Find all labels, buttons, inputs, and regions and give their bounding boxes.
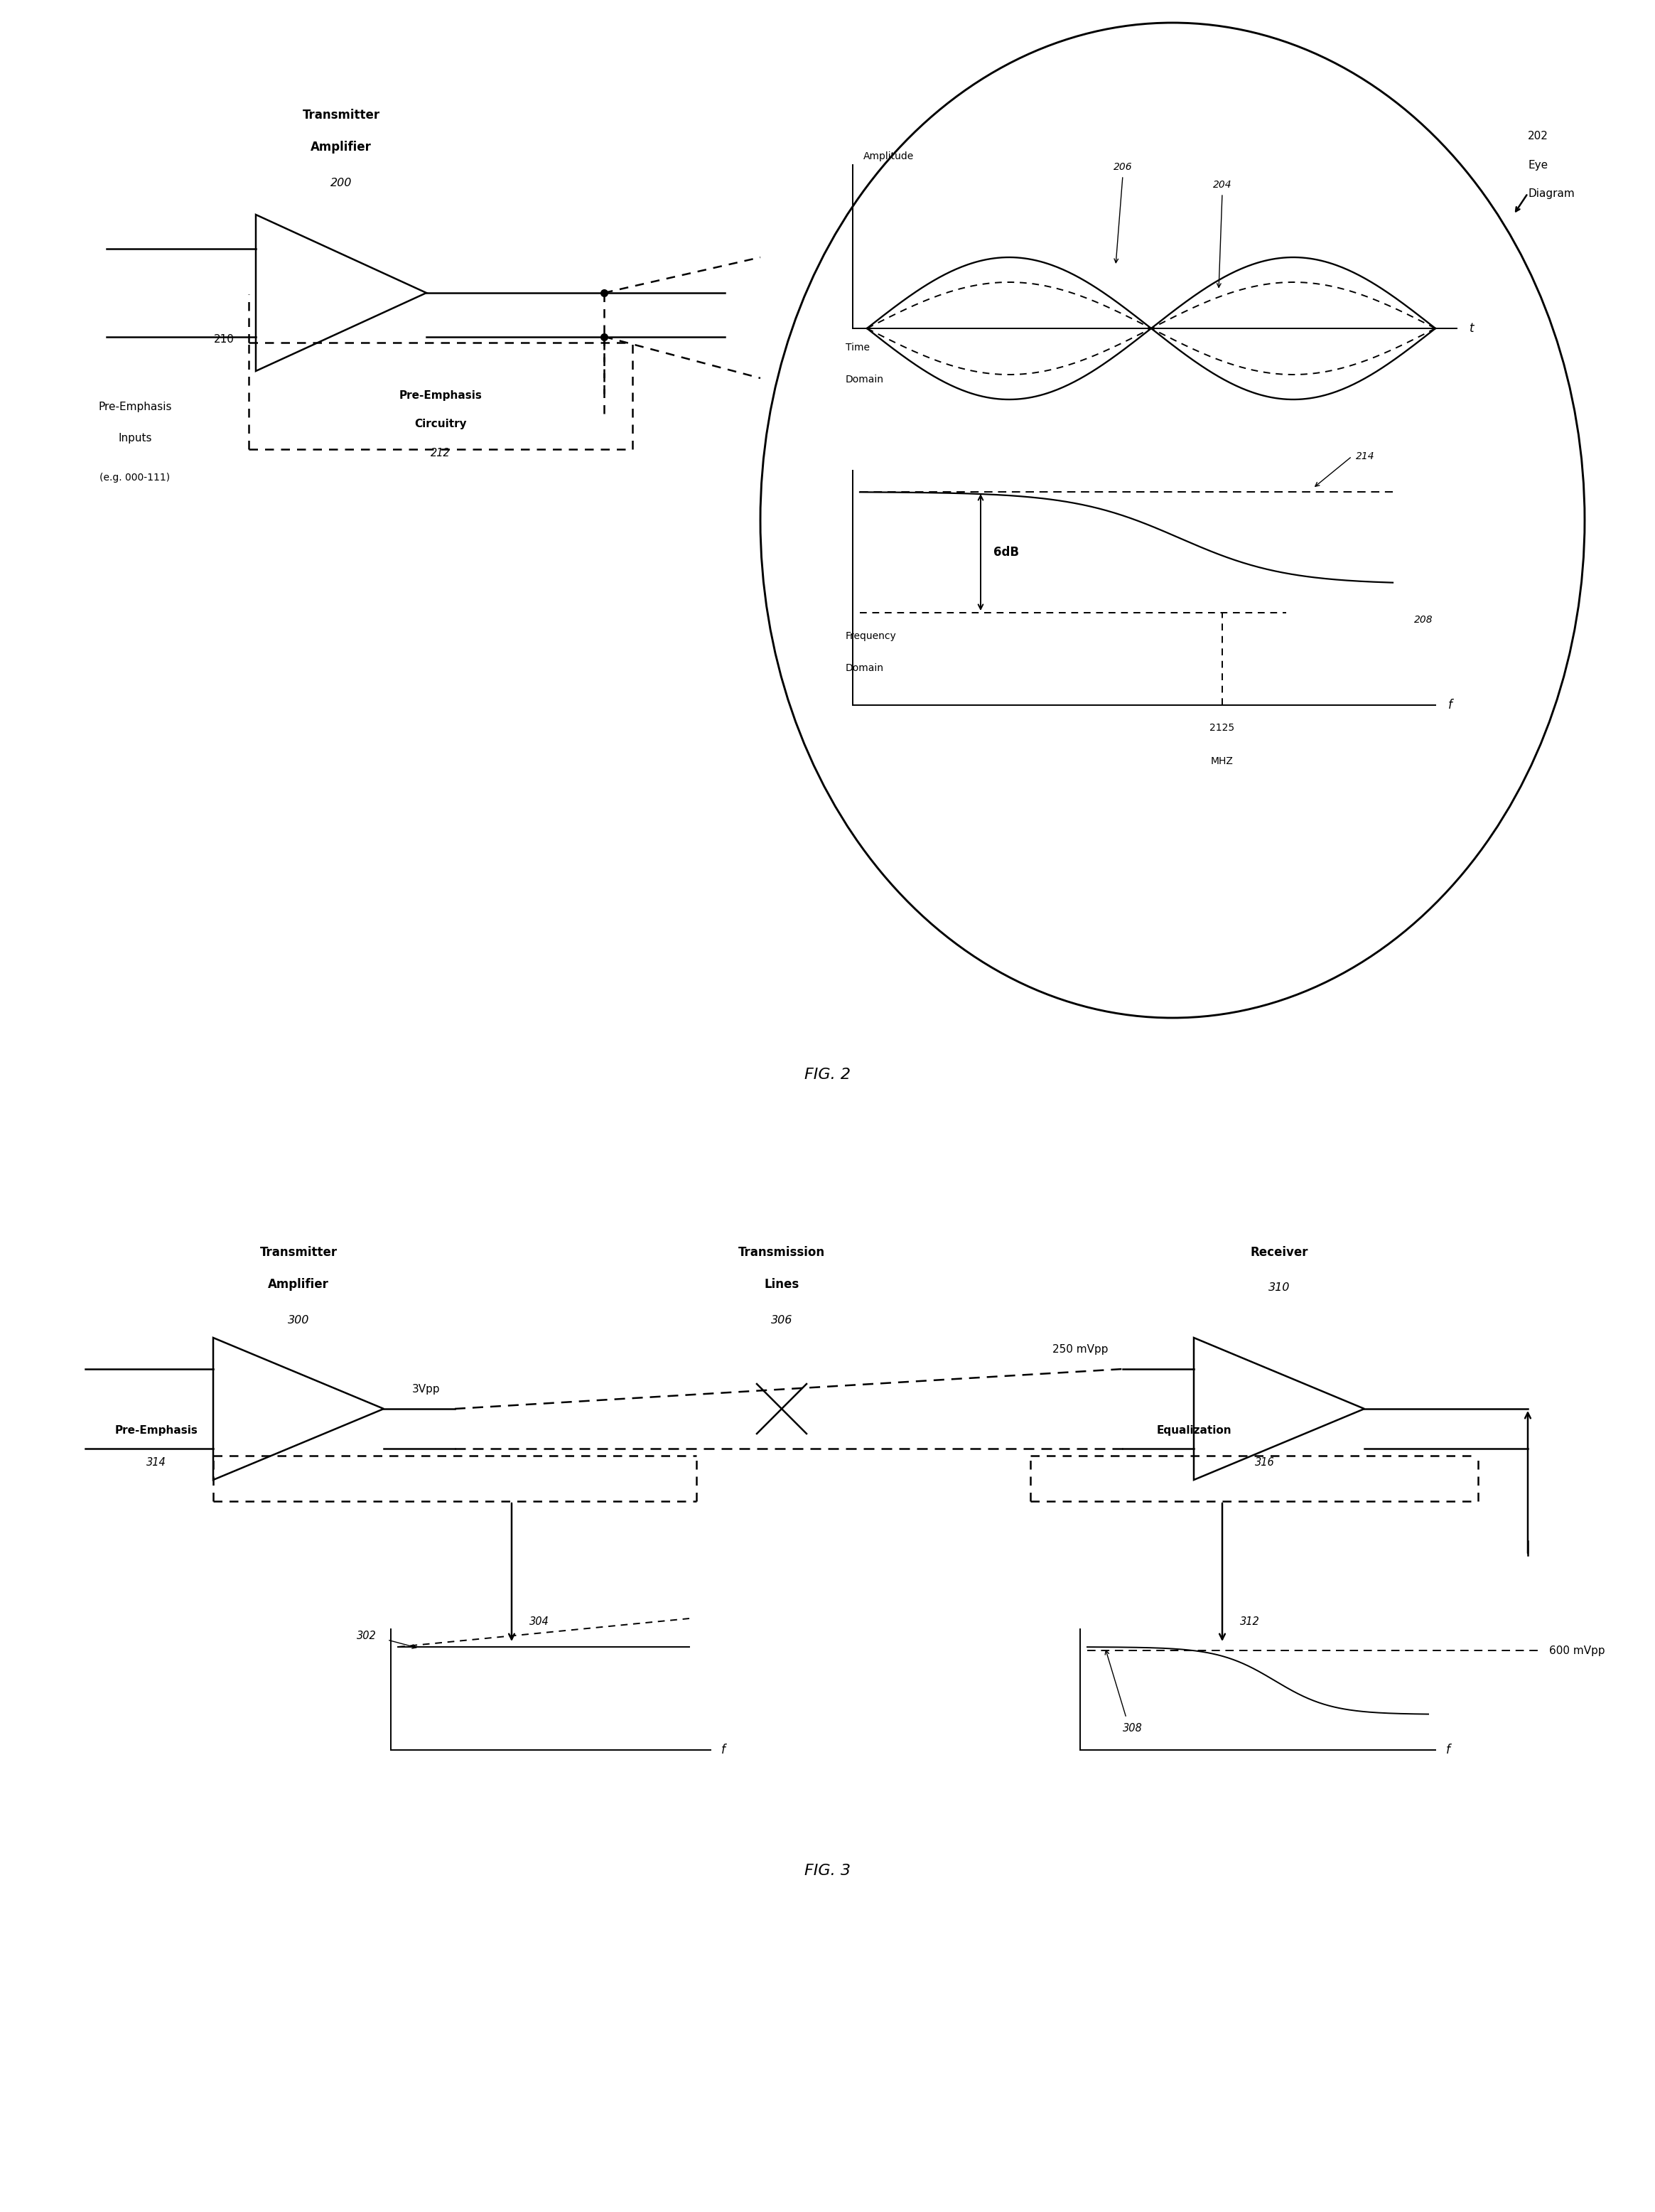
Text: 306: 306	[771, 1314, 793, 1325]
Text: 302: 302	[357, 1630, 377, 1641]
Text: Circuitry: Circuitry	[414, 418, 467, 429]
Text: 316: 316	[1254, 1458, 1274, 1467]
Text: 300: 300	[288, 1314, 309, 1325]
Text: 200: 200	[331, 177, 353, 188]
Text: Amplifier: Amplifier	[311, 142, 372, 153]
Text: FIG. 3: FIG. 3	[804, 1865, 851, 1878]
Text: (e.g. 000-111): (e.g. 000-111)	[99, 473, 170, 482]
Text: 212: 212	[430, 447, 450, 458]
Text: Time: Time	[846, 343, 871, 352]
Text: Pre-Emphasis: Pre-Emphasis	[114, 1425, 199, 1436]
Text: FIG. 2: FIG. 2	[804, 1068, 851, 1082]
Text: 204: 204	[1213, 179, 1231, 190]
Text: Diagram: Diagram	[1528, 188, 1574, 199]
Text: Transmission: Transmission	[738, 1245, 826, 1259]
Text: 210: 210	[213, 334, 233, 345]
Text: MHZ: MHZ	[1211, 757, 1233, 765]
Text: Pre-Emphasis: Pre-Emphasis	[98, 400, 172, 411]
Text: 6dB: 6dB	[993, 546, 1019, 560]
Text: 2125: 2125	[1210, 723, 1235, 732]
Text: f: f	[722, 1743, 725, 1756]
Text: Frequency: Frequency	[846, 630, 897, 641]
Text: 208: 208	[1413, 615, 1433, 624]
Text: Amplifier: Amplifier	[268, 1279, 329, 1292]
Text: Inputs: Inputs	[118, 434, 152, 445]
Text: 304: 304	[530, 1617, 549, 1628]
Text: 310: 310	[1268, 1283, 1289, 1294]
Text: 314: 314	[147, 1458, 166, 1467]
Text: 202: 202	[1528, 131, 1549, 142]
Text: Lines: Lines	[765, 1279, 799, 1292]
Text: 214: 214	[1355, 451, 1374, 462]
Text: Amplitude: Amplitude	[864, 150, 914, 161]
Text: Receiver: Receiver	[1250, 1245, 1307, 1259]
Text: Transmitter: Transmitter	[303, 108, 381, 122]
Text: f: f	[1446, 1743, 1450, 1756]
Text: f: f	[1448, 699, 1453, 712]
Text: Eye: Eye	[1528, 159, 1547, 170]
Text: 206: 206	[1114, 161, 1132, 173]
Text: 3Vpp: 3Vpp	[412, 1385, 440, 1394]
Text: Domain: Domain	[846, 664, 884, 672]
Text: 308: 308	[1122, 1723, 1142, 1734]
Text: 600 mVpp: 600 mVpp	[1549, 1646, 1605, 1657]
Text: Equalization: Equalization	[1157, 1425, 1231, 1436]
Text: 312: 312	[1240, 1617, 1259, 1628]
Text: Transmitter: Transmitter	[260, 1245, 338, 1259]
Text: Domain: Domain	[846, 374, 884, 385]
Text: 250 mVpp: 250 mVpp	[1053, 1345, 1107, 1354]
Text: Pre-Emphasis: Pre-Emphasis	[399, 392, 482, 400]
Text: t: t	[1470, 323, 1475, 334]
